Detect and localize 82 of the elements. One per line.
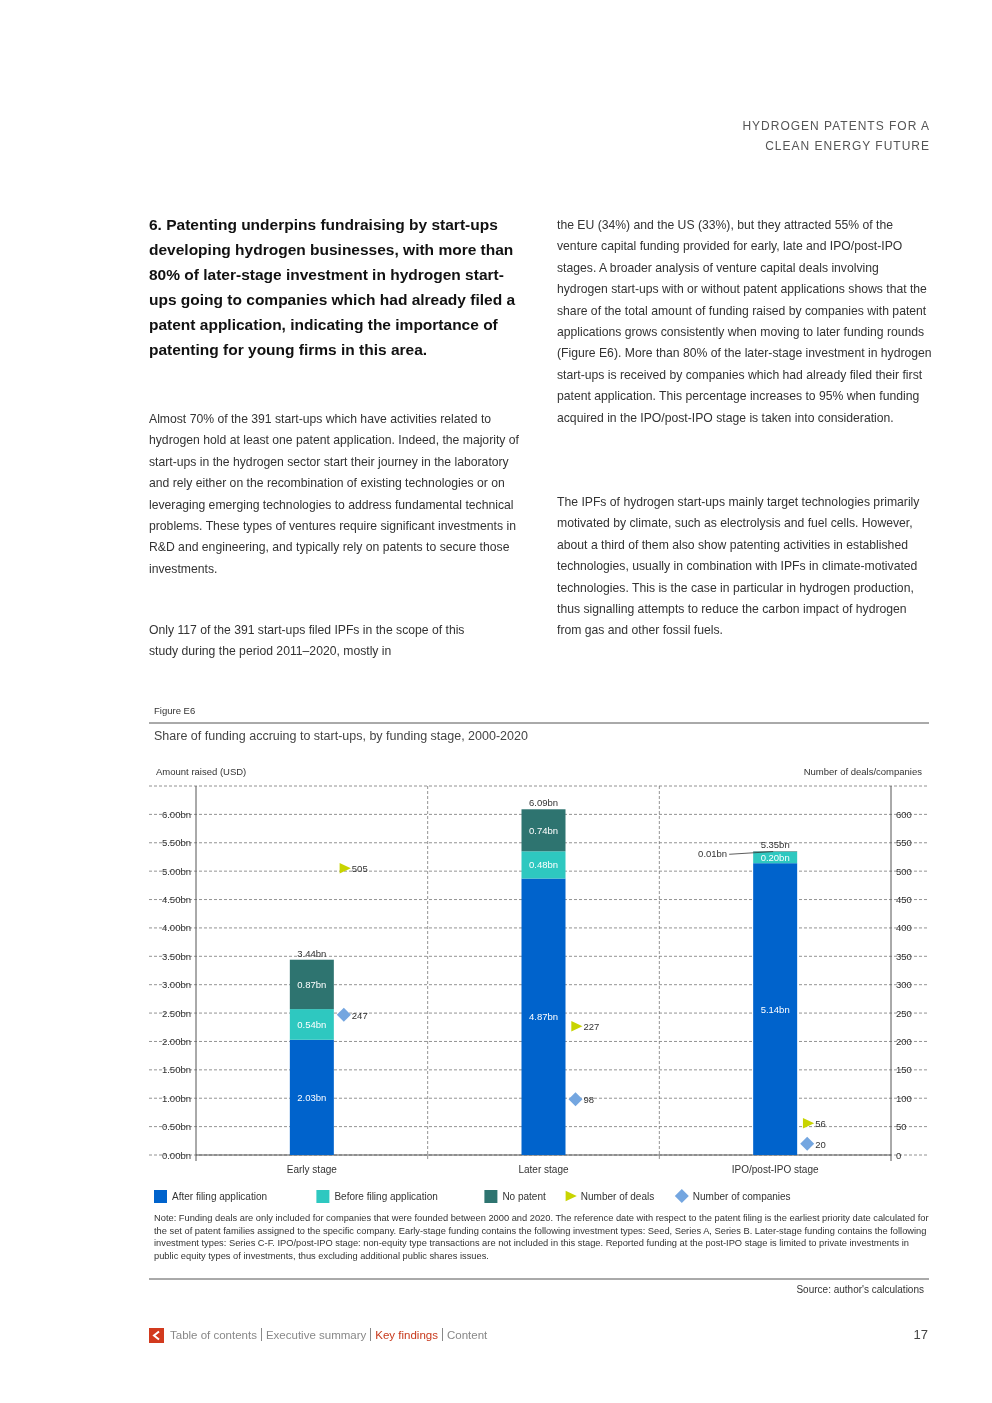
bar: [289, 1039, 334, 1155]
data-label: 227: [583, 1021, 600, 1033]
data-label: 505: [351, 863, 368, 875]
total-label: 3.44bn: [297, 947, 327, 959]
text: HYDROGEN PATENTS FOR A CLEAN ENERGY FUTURE: [741, 118, 930, 155]
y2-tick-label: 600: [896, 808, 912, 820]
data-label: 98: [583, 1094, 595, 1106]
y-tick-label: 2.50bn: [161, 1007, 191, 1019]
text: Note: Funding deals are only included for companies that were founded between 2000 and 2020. The reference date with respect to the patent filing is the earliest priority date calculated for the set of patent families assigned to the specific company. Early-stage funding contains the following investment types: Seed, Series A, Series B. Later-stage funding contains the following investment types: Series C-F. IPO/post-IPO stage: non-equity type transactions are not included in this stage. Reported funding at the post-IPO stage is limited to private investments in public equity types of investments, thus excluding additional public shares issues.: [154, 1212, 929, 1263]
data-label: 247: [351, 1009, 368, 1021]
x-tick-label: IPO/post-IPO stage: [731, 1164, 819, 1175]
data-label: 0.87bn: [297, 978, 327, 990]
data-label: 2.03bn: [297, 1091, 327, 1103]
bar: [521, 809, 566, 852]
y-tick-label: 3.50bn: [161, 950, 191, 962]
data-label: 0.74bn: [528, 824, 559, 836]
total-label: 6.09bn: [528, 797, 559, 809]
point: [802, 1117, 815, 1129]
data-label: 0.01bn: [698, 848, 728, 860]
data-label: 0.54bn: [297, 1018, 327, 1030]
y2-tick-label: 200: [896, 1035, 912, 1047]
y2-tick-label: 400: [896, 922, 912, 934]
text: Table of contents: [170, 1329, 257, 1341]
chart-title: Share of funding accruing to start-ups, by funding stage, 2000-2020: [154, 729, 528, 743]
bar: [521, 878, 566, 1155]
x-tick-label: Early stage: [286, 1164, 338, 1175]
bar: [289, 959, 334, 1010]
source-note: Source: author's calculations: [795, 1284, 924, 1295]
y2-tick-label: 250: [896, 1007, 912, 1019]
data-label: 4.87bn: [528, 1011, 559, 1023]
y2-tick-label: 300: [896, 979, 912, 991]
y-tick-label: 4.50bn: [161, 894, 191, 906]
bar: [753, 863, 798, 1155]
text: Key findings: [375, 1329, 438, 1341]
y-tick-label: 5.00bn: [161, 865, 191, 877]
point: [339, 863, 351, 874]
y-tick-label: 5.50bn: [161, 837, 191, 849]
legend-label: Before filing application: [334, 1191, 438, 1202]
y2-tick-label: 100: [896, 1092, 912, 1104]
data-label: 0.20bn: [760, 852, 790, 864]
y-tick-label: 1.50bn: [161, 1064, 191, 1076]
legend-label: Number of companies: [692, 1191, 791, 1202]
y2-tick-label: 150: [896, 1064, 912, 1076]
y2-tick-label: 350: [896, 950, 912, 962]
y2-tick-label: 50: [896, 1121, 907, 1133]
total-label: 5.35bn: [760, 839, 790, 851]
y-tick-label: 1.00bn: [161, 1092, 191, 1104]
y-tick-label: 6.00bn: [161, 808, 191, 820]
data-label: 5.14bn: [760, 1003, 790, 1015]
y2-tick-label: 0: [896, 1149, 902, 1161]
y2-tick-label: 550: [896, 837, 912, 849]
point: [800, 1136, 815, 1151]
y-axis-title: Amount raised (USD): [156, 766, 247, 777]
y-tick-label: 3.00bn: [161, 979, 191, 991]
text: 6. Patenting underpins fundraising by start-ups developing hydrogen businesses, with more than 80% of later-stage investment in hydrogen start-ups going to companies which had already filed a patent application, indicating the importance of patenting for young firms in this area.: [149, 215, 517, 360]
y-tick-label: 0.50bn: [161, 1121, 191, 1133]
y2-tick-label: 500: [896, 865, 912, 877]
data-label: 56: [815, 1118, 826, 1130]
text: The IPFs of hydrogen start-ups mainly target technologies primarily motivated by climate, such as electrolysis and fuel cells. However, about a third of them also show patenting activities in established technologies, usually in combination with IPFs in climate-motivated technologies. This is the case in particular in hydrogen production, thus signalling attempts to reduce the carbon impact of hydrogen from gas and other fossil fuels.: [557, 494, 921, 640]
y-tick-label: 4.00bn: [161, 922, 191, 934]
point: [336, 1007, 351, 1022]
text: 17: [912, 1327, 928, 1342]
y-tick-label: 0.00bn: [161, 1149, 191, 1161]
text: Executive summary: [265, 1329, 367, 1341]
y-tick-label: 2.00bn: [161, 1035, 191, 1047]
text: Only 117 of the 391 start-ups filed IPFs in the scope of this study during the period 2011–2020, mostly in: [149, 622, 466, 661]
text: the EU (34%) and the US (33%), but they attracted 55% of the venture capital funding provided for early, late and IPO/post-IPO stages. A broader analysis of venture capital deals involving hydrogen start-ups with or without patent applications shows that the share of the total amount of funding raised by companies with patent applications grows consistently when moving to later funding rounds (Figure E6). More than 80% of the later-stage investment in hydrogen start-ups is received by companies which had already filed their first patent application. This percentage increases to 95% when funding acquired in the IPO/post-IPO stage is taken into consideration.: [557, 218, 932, 425]
bar: [521, 851, 566, 879]
bar: [289, 1009, 334, 1040]
y2-tick-label: 450: [896, 894, 912, 906]
y2-axis-title: Number of deals/companies: [803, 766, 923, 777]
data-label: 20: [815, 1138, 826, 1150]
data-label: 0.48bn: [528, 859, 559, 871]
point: [568, 1092, 583, 1107]
point: [571, 1020, 583, 1032]
x-tick-label: Later stage: [518, 1164, 569, 1175]
caption: Figure E6: [154, 705, 197, 716]
legend-label: Number of deals: [580, 1191, 655, 1202]
legend-label: No patent: [502, 1191, 546, 1202]
text: Content: [446, 1329, 488, 1341]
text: Almost 70% of the 391 start-ups which have activities related to hydrogen hold at least one patent application. Indeed, the majority of start-ups in the hydrogen sector start their journey in the laboratory and rely either on the recombination of existing technologies or on leveraging emerging technologies to address fundamental technical problems. These types of ventures require significant investments in R&D and engineering, and typically rely on patents to secure those investments.: [149, 411, 520, 578]
legend-label: After filing application: [172, 1191, 268, 1202]
